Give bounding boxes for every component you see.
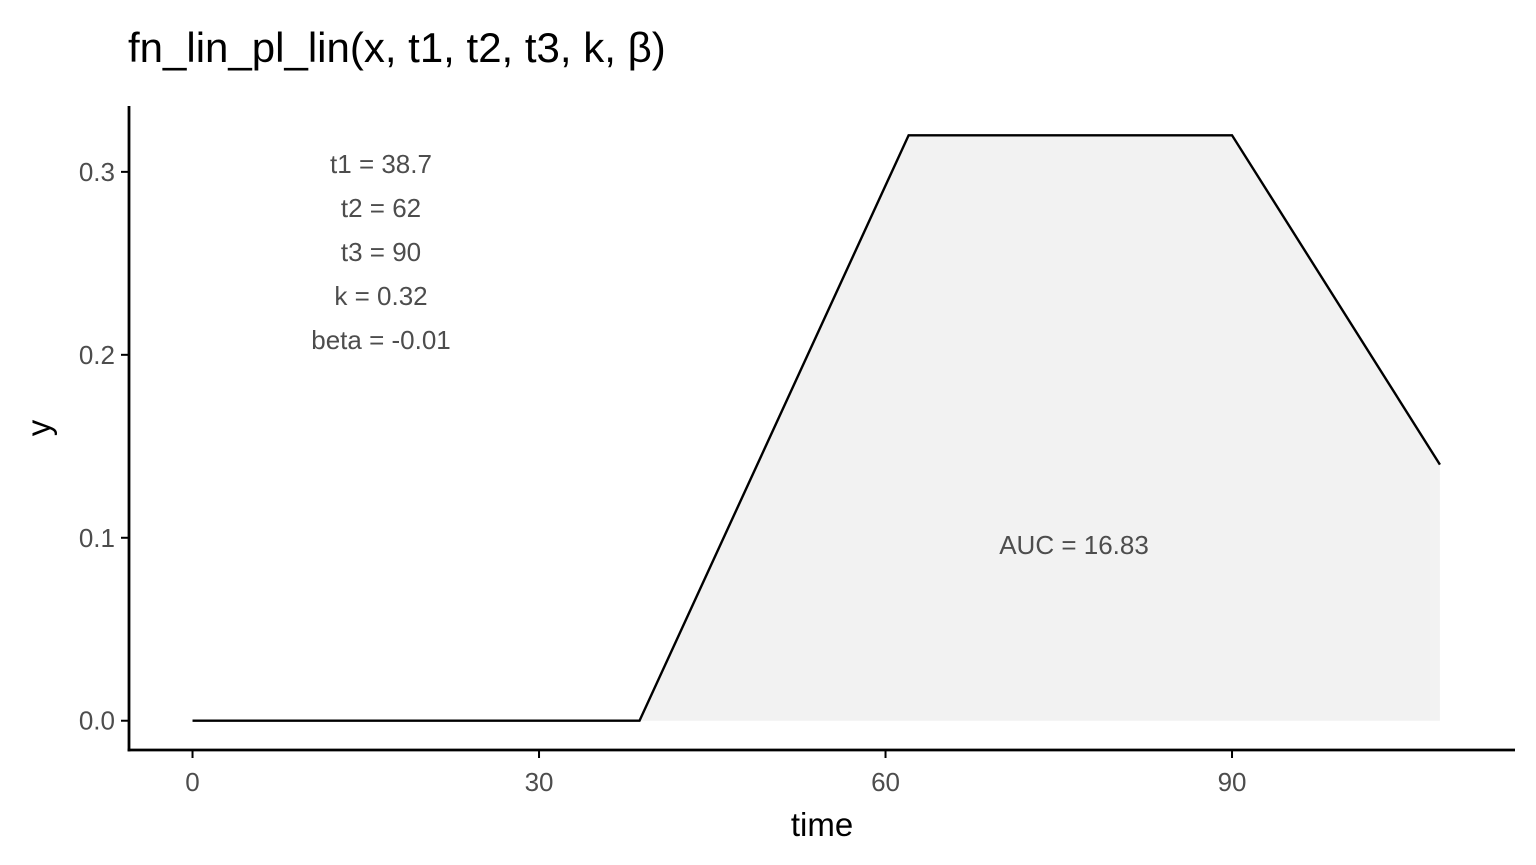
y-tick-label: 0.1 [79,523,115,553]
parameter-annotation: t3 = 90 [341,237,421,267]
chart-title: fn_lin_pl_lin(x, t1, t2, t3, k, β) [128,24,666,71]
auc-annotation: AUC = 16.83 [999,530,1149,560]
parameter-annotations: t1 = 38.7 t2 = 62 t3 = 90 k = 0.32 beta = -0… [311,149,451,355]
y-axis-title: y [20,419,57,436]
auc-area [639,135,1440,721]
y-tick-label: 0.2 [79,340,115,370]
parameter-annotation: t2 = 62 [341,193,421,223]
x-tick-label: 30 [525,767,554,797]
y-tick-label: 0.0 [79,706,115,736]
y-axis-ticks: 0.0 0.1 0.2 0.3 [79,157,129,736]
plot-area [192,134,1441,722]
x-axis-title: time [791,806,853,843]
x-tick-label: 0 [185,767,199,797]
series-line [192,134,1441,722]
parameter-annotation: beta = -0.01 [311,325,451,355]
parameter-annotation: t1 = 38.7 [330,149,432,179]
axes [127,106,1515,752]
parameter-annotation: k = 0.32 [334,281,427,311]
x-tick-label: 60 [871,767,900,797]
x-tick-label: 90 [1218,767,1247,797]
x-axis-ticks: 0 30 60 90 [185,750,1246,797]
y-tick-label: 0.3 [79,157,115,187]
